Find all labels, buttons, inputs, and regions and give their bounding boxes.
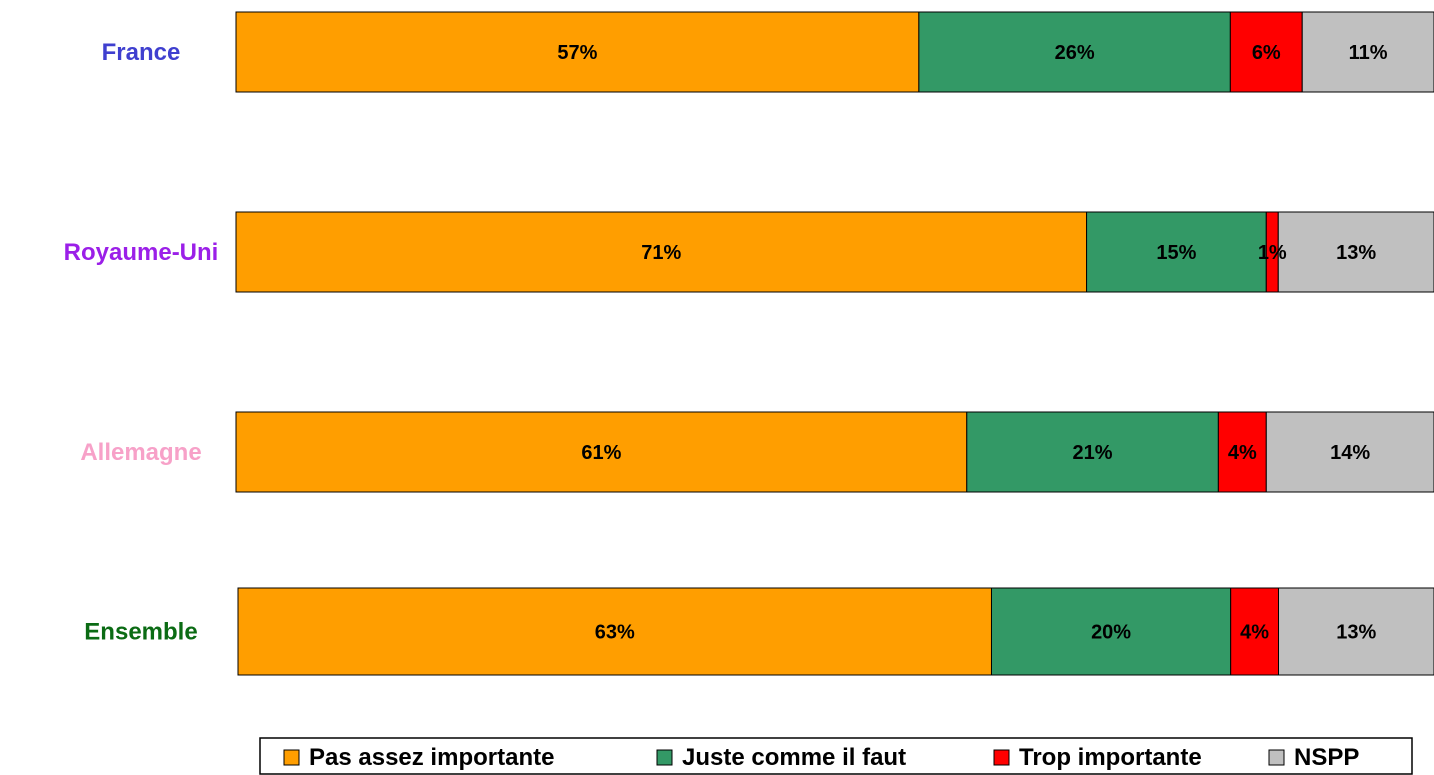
value-labels-group: 57% 26% 6% 11% 71% 15% 1% 13% 61% 21% 4% 14% 63% 20% 4… [557, 42, 1387, 644]
bar-segment-france-1 [918, 11, 1231, 93]
value-label: 13% [1336, 242, 1376, 264]
value-label: 6% [1252, 42, 1281, 64]
legend-swatch [993, 749, 1010, 766]
bar-segment-ensemble-2 [1230, 587, 1280, 676]
category-label: France [102, 39, 181, 66]
bars-group [235, 11, 1434, 676]
value-label: 63% [595, 622, 635, 644]
bar-segment-ensemble-3 [1278, 587, 1434, 676]
bar-segment-ensemble-1 [990, 587, 1232, 676]
legend-swatch [283, 749, 300, 766]
legend-frame [259, 737, 1413, 775]
legend-swatch [656, 749, 673, 766]
bar-segment-france-3 [1301, 11, 1434, 93]
bar-segment-allemagne-3 [1265, 411, 1434, 493]
legend-label: Pas assez importante [309, 744, 554, 771]
bar-segment-france-0 [235, 11, 920, 93]
bar-segment-royaume-uni-0 [235, 211, 1088, 293]
value-label: 11% [1349, 42, 1388, 64]
value-label: 20% [1091, 622, 1131, 644]
category-label: Ensemble [84, 619, 197, 646]
legend-label: Trop importante [1019, 744, 1202, 771]
value-label: 61% [581, 442, 621, 464]
value-label: 1% [1258, 242, 1287, 264]
category-label: Allemagne [80, 439, 201, 466]
bar-segment-allemagne-1 [966, 411, 1219, 493]
value-label: 15% [1156, 242, 1196, 264]
bar-segment-royaume-uni-3 [1277, 211, 1434, 293]
bar-segment-france-2 [1229, 11, 1303, 93]
category-label: Royaume-Uni [64, 239, 219, 266]
category-labels-group: France Royaume-Uni Allemagne Ensemble [64, 39, 219, 646]
legend-label: Juste comme il faut [682, 744, 906, 771]
value-label: 57% [557, 42, 597, 64]
legend-label: NSPP [1294, 744, 1359, 771]
legend: Pas assez importante Juste comme il faut T… [259, 737, 1413, 775]
bar-segment-royaume-uni-1 [1086, 211, 1267, 293]
value-label: 14% [1330, 442, 1370, 464]
value-label: 4% [1240, 622, 1269, 644]
value-label: 13% [1336, 622, 1376, 644]
legend-swatch [1268, 749, 1285, 766]
bar-segment-ensemble-0 [237, 587, 992, 676]
bar-segment-allemagne-0 [235, 411, 968, 493]
value-label: 4% [1228, 442, 1257, 464]
bar-segment-allemagne-2 [1217, 411, 1267, 493]
value-label: 71% [641, 242, 681, 264]
value-label: 26% [1055, 42, 1095, 64]
value-label: 21% [1073, 442, 1113, 464]
